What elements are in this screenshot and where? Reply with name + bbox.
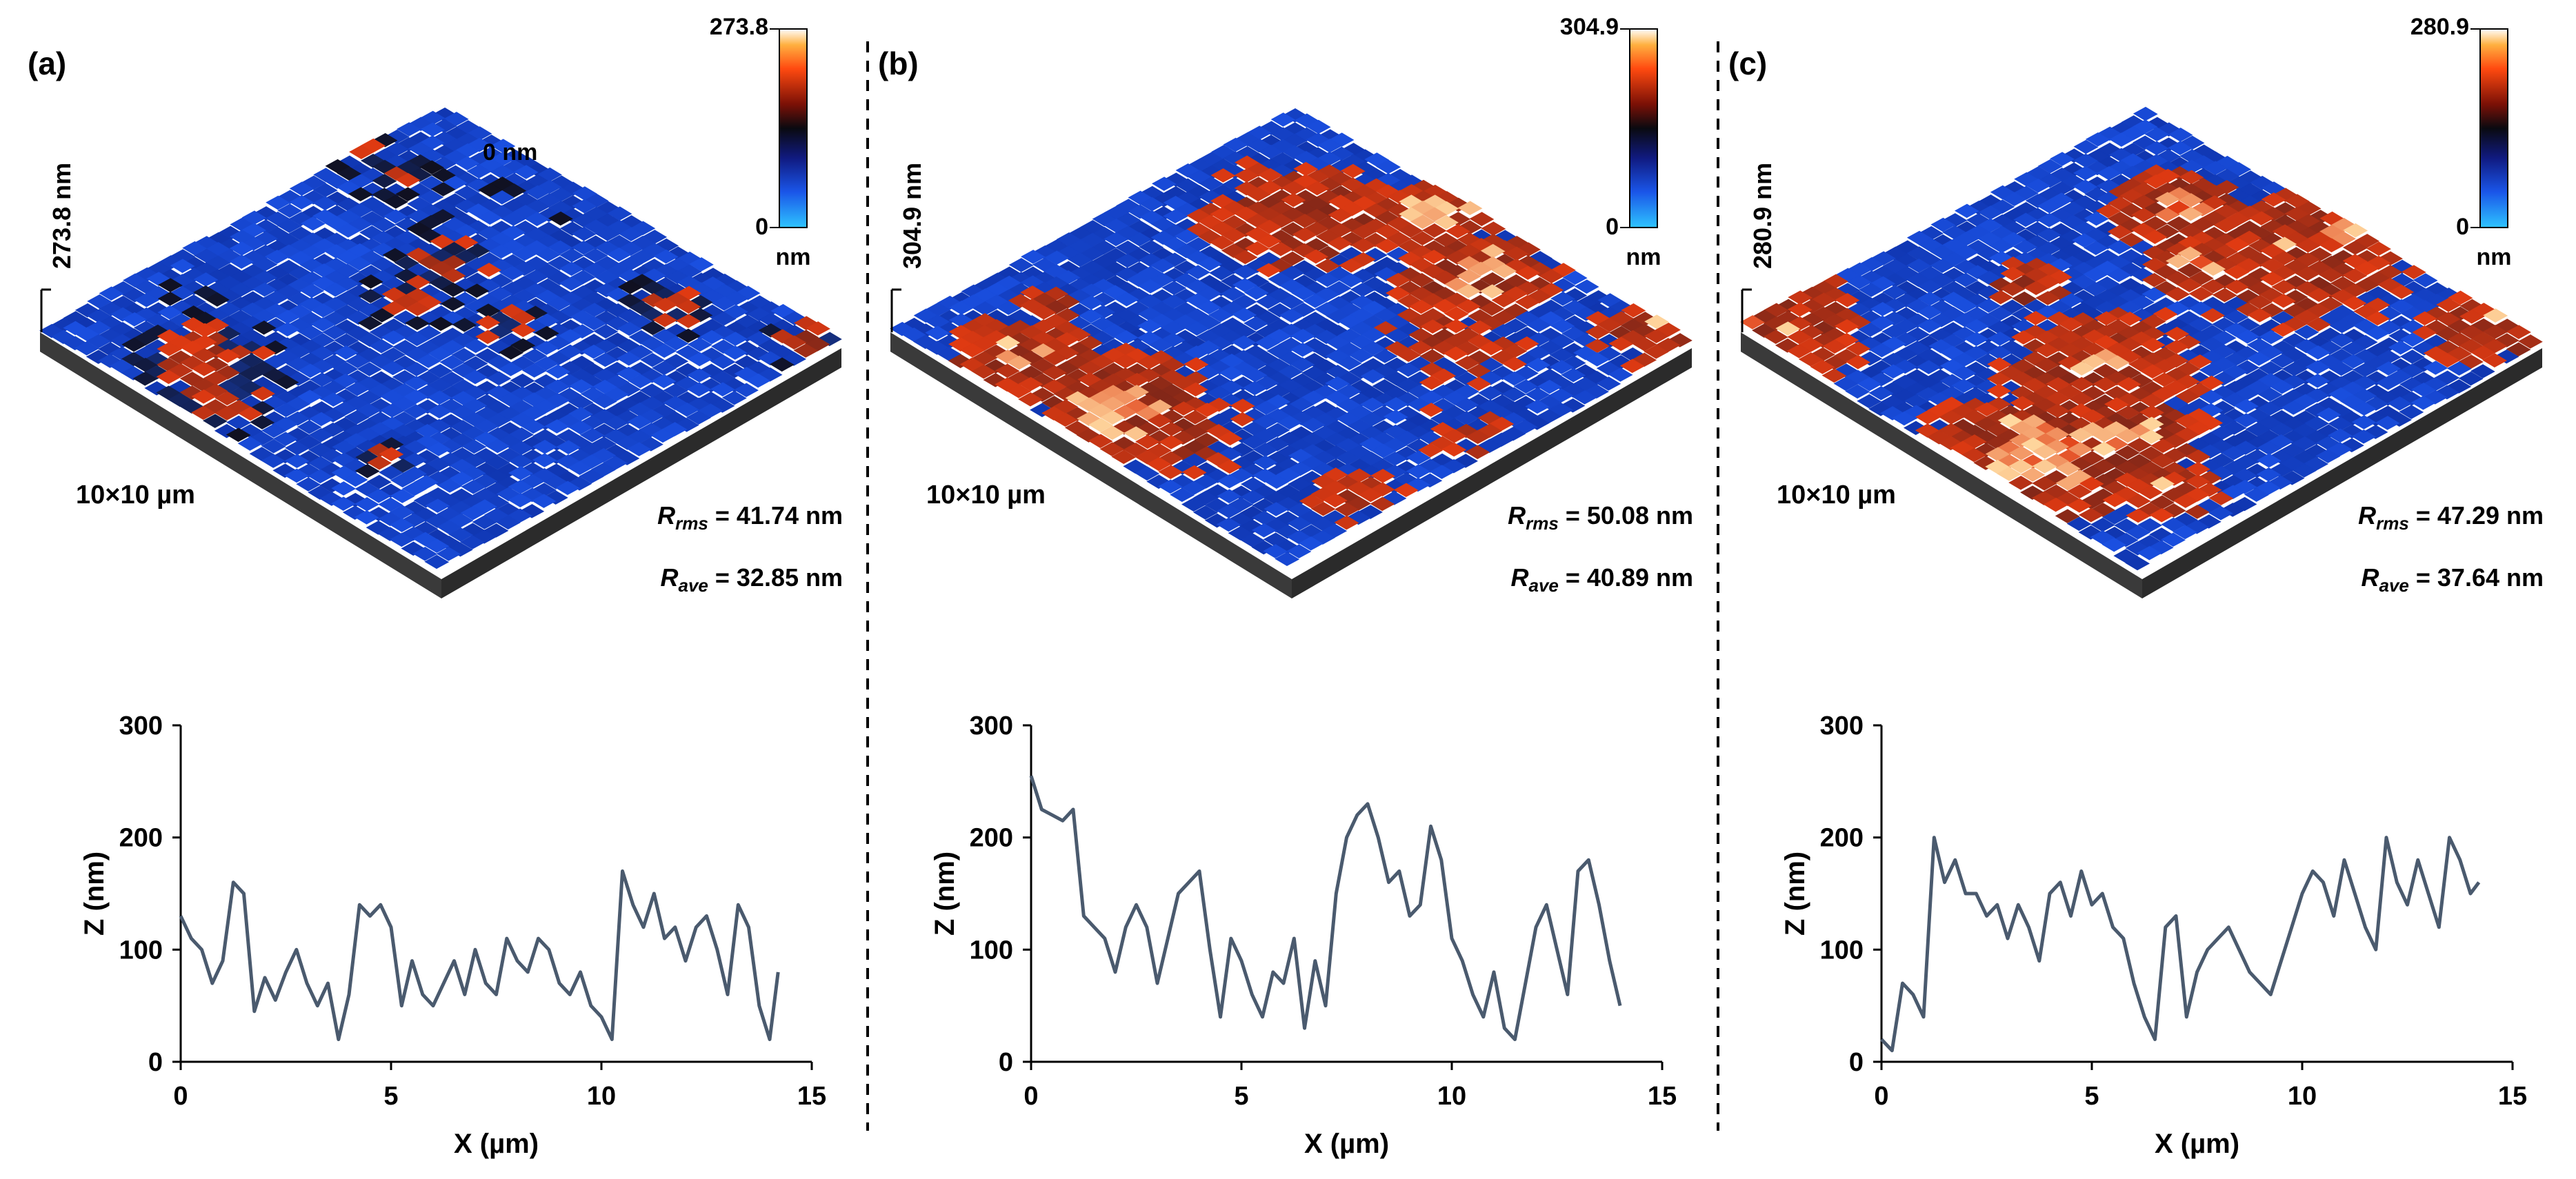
- colorbar-unit: nm: [2477, 244, 2512, 270]
- rrms-value: Rrms = 47.29 nm: [2358, 501, 2544, 534]
- x-tick-label: 5: [2084, 1082, 2099, 1111]
- panel-b: (b) 304.9 nm 304.9 0 nm 10×10 µm Rrms = 50.08 …: [878, 14, 1693, 598]
- x-tick-label: 5: [383, 1082, 398, 1111]
- x-tick-label: 0: [1024, 1082, 1038, 1111]
- surface-side-left: [890, 332, 1292, 598]
- profile-chart-c: 0 100 200 300 0 5 10 15 X (µm) Z (nm): [1780, 712, 2527, 1159]
- profile-chart-a: 0 100 200 300 0 5 10 15 X (µm) Z (nm): [79, 712, 826, 1159]
- y-tick-label: 200: [970, 824, 1013, 853]
- surface-side-right: [441, 348, 841, 598]
- panel-label: (b): [878, 46, 919, 81]
- panel-label: (c): [1728, 46, 1767, 81]
- colorbar-max-label: 280.9: [2410, 14, 2469, 40]
- colorbar-min-label: 0: [1606, 214, 1619, 240]
- colorbar-max-label: 273.8: [710, 14, 768, 40]
- y-axis-label: Z (nm): [1780, 852, 1810, 936]
- height-axis-label: 304.9 nm: [898, 163, 926, 269]
- y-tick-label: 100: [1820, 936, 1864, 965]
- x-tick-label: 10: [1437, 1082, 1466, 1111]
- rave-value: Rave = 32.85 nm: [660, 563, 843, 596]
- profile-line: [179, 869, 780, 1041]
- surface-side-right: [2142, 348, 2542, 598]
- rrms-value: Rrms = 41.74 nm: [657, 501, 843, 534]
- scan-size-label: 10×10 µm: [1777, 481, 1896, 510]
- x-axis-label: X (µm): [2155, 1129, 2239, 1159]
- y-tick-label: 200: [1820, 824, 1864, 853]
- surface-texture: [890, 108, 1693, 567]
- colorbar-min-label: 0: [2456, 214, 2469, 240]
- x-tick-label: 15: [1648, 1082, 1677, 1111]
- y-axis-label: Z (nm): [930, 852, 960, 936]
- y-tick-label: 0: [999, 1048, 1013, 1077]
- surface-annotation: 0 nm: [483, 139, 537, 165]
- y-tick-label: 100: [119, 936, 163, 965]
- rave-value: Rave = 37.64 nm: [2361, 563, 2544, 596]
- profile-line: [1880, 836, 2481, 1053]
- colorbar: [779, 28, 808, 228]
- scan-size-label: 10×10 µm: [76, 481, 195, 510]
- afm-surface: [1740, 106, 2543, 598]
- x-tick-label: 10: [2288, 1082, 2317, 1111]
- y-axis-label: Z (nm): [79, 852, 110, 936]
- colorbar: [1629, 28, 1658, 228]
- afm-surface: [39, 107, 842, 598]
- y-tick-label: 300: [970, 712, 1013, 740]
- colorbar: [2479, 28, 2508, 228]
- y-tick-label: 300: [1820, 712, 1864, 740]
- profile-chart-b: 0 100 200 300 0 5 10 15 X (µm) Z (nm): [930, 712, 1677, 1159]
- scan-size-label: 10×10 µm: [926, 481, 1046, 510]
- y-tick-label: 200: [119, 824, 163, 853]
- y-tick-label: 300: [119, 712, 163, 740]
- surface-side-left: [1741, 332, 2142, 598]
- x-tick-label: 5: [1234, 1082, 1248, 1111]
- rrms-value: Rrms = 50.08 nm: [1508, 501, 1693, 534]
- x-tick-label: 0: [1874, 1082, 1888, 1111]
- y-tick-label: 0: [148, 1048, 163, 1077]
- height-axis-label: 273.8 nm: [48, 163, 76, 269]
- surface-texture: [1740, 106, 2543, 571]
- surface-side-right: [1292, 348, 1692, 598]
- x-tick-label: 15: [797, 1082, 826, 1111]
- panel-c: (c) 280.9 nm 280.9 0 nm 10×10 µm Rrms = 47.29 …: [1728, 14, 2544, 598]
- height-axis-label: 280.9 nm: [1748, 163, 1777, 269]
- x-tick-label: 0: [173, 1082, 188, 1111]
- colorbar-unit: nm: [1626, 244, 1661, 270]
- surface-side-left: [40, 332, 441, 598]
- colorbar-min-label: 0: [755, 214, 768, 240]
- x-tick-label: 10: [587, 1082, 616, 1111]
- afm-surface: [890, 108, 1693, 598]
- surface-texture: [39, 107, 842, 570]
- colorbar-unit: nm: [776, 244, 811, 270]
- y-tick-label: 0: [1849, 1048, 1864, 1077]
- x-axis-label: X (µm): [1304, 1129, 1389, 1159]
- panel-label: (a): [28, 46, 66, 81]
- x-axis-label: X (µm): [454, 1129, 539, 1159]
- panel-a: (a) 273.8 nm 0 nm 273.8 0 nm 10×10 µm Rrms = 41…: [28, 14, 843, 598]
- colorbar-max-label: 304.9: [1560, 14, 1619, 40]
- rave-value: Rave = 40.89 nm: [1510, 563, 1693, 596]
- x-tick-label: 15: [2498, 1082, 2527, 1111]
- profile-line: [1029, 775, 1622, 1041]
- y-tick-label: 100: [970, 936, 1013, 965]
